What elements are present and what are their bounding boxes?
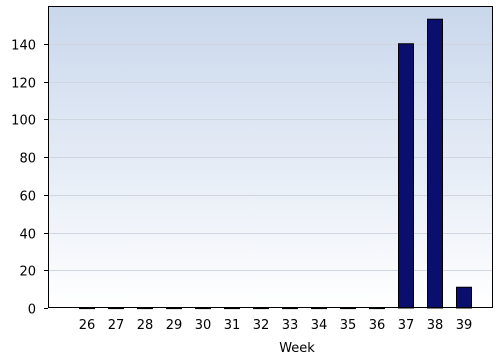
bar-week-27 [108,307,124,310]
bar-week-29 [166,307,182,310]
bar-week-32 [253,307,269,310]
x-tick-label: 35 [340,318,357,333]
x-tick-label: 29 [166,318,183,333]
bar-week-26 [79,307,95,310]
bar-week-36 [369,307,385,310]
x-tick-label: 37 [398,318,415,333]
bar-week-34 [311,307,327,310]
x-tick-label: 39 [456,318,473,333]
x-axis-label: Week [279,341,315,356]
grid-lines [48,44,492,271]
x-tick-label: 30 [195,318,212,333]
y-tick-label: 0 [28,303,36,318]
x-tick-label: 31 [224,318,241,333]
y-tick-label: 40 [19,228,36,243]
bar-week-33 [282,307,298,310]
x-tick-label: 36 [369,318,386,333]
bar-week-30 [195,307,211,310]
x-tick-label: 34 [311,318,328,333]
y-tick-label: 120 [11,77,36,92]
plot-frame [48,6,493,308]
x-tick-label: 32 [253,318,270,333]
y-tick-label: 20 [19,265,36,280]
y-tick-label: 100 [11,114,36,129]
y-tick-label: 80 [19,152,36,167]
x-tick-label: 28 [137,318,154,333]
y-tick-labels: 0 20 40 60 80 100 120 140 [11,39,48,318]
x-tick-label: 26 [79,318,96,333]
x-tick-label: 27 [108,318,125,333]
x-tick-label: 38 [427,318,444,333]
bar-week-37 [398,43,414,309]
y-tick-label: 140 [11,39,36,54]
bar-week-39 [456,286,472,309]
bar-week-38 [427,18,443,309]
bar-week-28 [137,307,153,310]
bar-week-31 [224,307,240,310]
x-tick-labels: 26 27 28 29 30 31 32 33 34 35 36 37 38 39 [79,318,473,333]
bar-week-35 [340,307,356,310]
x-tick-label: 33 [282,318,299,333]
y-tick-label: 60 [19,190,36,205]
